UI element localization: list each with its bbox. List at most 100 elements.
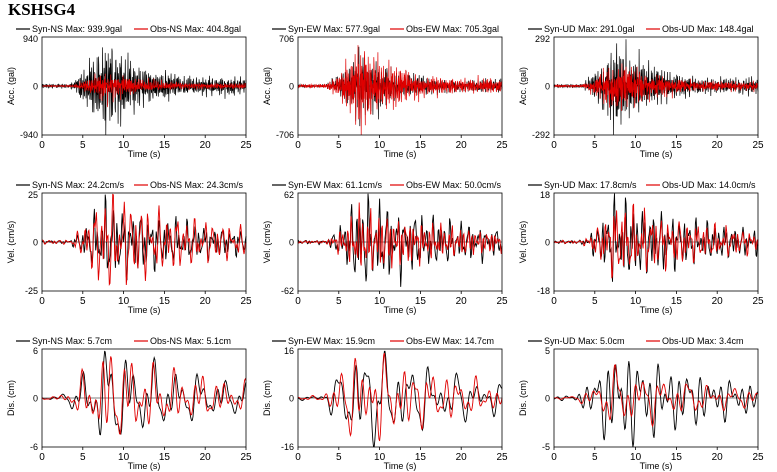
y-tick-label: 0 <box>289 82 294 92</box>
x-axis-label: Time (s) <box>384 149 417 159</box>
series-obs-ew <box>297 202 503 270</box>
plot-frame <box>553 36 759 136</box>
y-axis-label: Dis. (cm) <box>262 380 272 416</box>
x-tick-label: 20 <box>200 452 212 463</box>
y-tick-label: 0 <box>33 394 38 404</box>
plot-frame <box>297 192 503 292</box>
x-tick-label: 5 <box>80 452 86 463</box>
x-tick-label: 10 <box>118 296 130 307</box>
legend-label-syn: Syn-UD Max: 5.0cm <box>544 336 625 346</box>
plot-frame <box>553 348 759 448</box>
x-tick-label: 15 <box>159 140 171 151</box>
x-tick-label: 15 <box>415 296 427 307</box>
y-tick-label: 0 <box>33 82 38 92</box>
y-tick-label: 25 <box>28 190 38 200</box>
series-syn-ud <box>553 39 759 135</box>
y-axis-label: Vel. (cm/s) <box>6 221 16 264</box>
x-tick-label: 20 <box>712 140 724 151</box>
x-tick-label: 25 <box>240 140 252 151</box>
legend-label-syn: Syn-EW Max: 61.1cm/s <box>288 180 383 190</box>
x-tick-label: 5 <box>80 296 86 307</box>
x-tick-label: 25 <box>752 452 764 463</box>
y-tick-label: 0 <box>545 82 550 92</box>
series-syn-ud <box>553 361 759 448</box>
legend-label-obs: Obs-UD Max: 148.4gal <box>662 24 754 34</box>
x-tick-label: 15 <box>671 140 683 151</box>
x-tick-label: 25 <box>240 452 252 463</box>
y-tick-label: 940 <box>23 34 38 44</box>
y-axis-label: Vel. (cm/s) <box>518 221 528 264</box>
x-tick-label: 20 <box>456 452 468 463</box>
y-axis-label: Acc. (gal) <box>518 67 528 105</box>
y-tick-label: 18 <box>540 190 550 200</box>
y-tick-label: 0 <box>545 238 550 248</box>
y-tick-label: -18 <box>537 286 550 296</box>
series-obs-ud <box>553 363 759 428</box>
series-obs-ns <box>41 73 247 108</box>
y-tick-label: 0 <box>289 238 294 248</box>
series-obs-ew <box>297 45 503 136</box>
x-tick-label: 0 <box>39 452 45 463</box>
x-axis-label: Time (s) <box>384 305 417 315</box>
x-tick-label: 15 <box>159 296 171 307</box>
plot-frame <box>41 192 247 292</box>
x-tick-label: 0 <box>39 140 45 151</box>
legend-label-obs: Obs-EW Max: 14.7cm <box>406 336 494 346</box>
legend-label-syn: Syn-UD Max: 17.8cm/s <box>544 180 637 190</box>
x-tick-label: 10 <box>630 452 642 463</box>
y-tick-label: 706 <box>279 34 294 44</box>
y-axis-label: Dis. (cm) <box>6 380 16 416</box>
x-tick-label: 10 <box>374 140 386 151</box>
y-axis-label: Acc. (gal) <box>6 67 16 105</box>
x-tick-label: 25 <box>496 140 508 151</box>
x-tick-label: 0 <box>295 452 301 463</box>
legend-label-obs: Obs-UD Max: 14.0cm/s <box>662 180 756 190</box>
x-tick-label: 5 <box>592 452 598 463</box>
plot-frame <box>297 348 503 448</box>
x-tick-label: 20 <box>456 140 468 151</box>
y-axis-label: Vel. (cm/s) <box>262 221 272 264</box>
x-axis-label: Time (s) <box>640 461 673 471</box>
legend-label-syn: Syn-NS Max: 5.7cm <box>32 336 112 346</box>
legend-label-syn: Syn-EW Max: 15.9cm <box>288 336 375 346</box>
x-tick-label: 15 <box>671 296 683 307</box>
x-axis-label: Time (s) <box>384 461 417 471</box>
y-axis-label: Dis. (cm) <box>518 380 528 416</box>
x-tick-label: 10 <box>630 140 642 151</box>
x-tick-label: 5 <box>336 140 342 151</box>
x-tick-label: 5 <box>336 296 342 307</box>
x-tick-label: 20 <box>712 296 724 307</box>
series-obs-ns <box>41 193 247 286</box>
y-tick-label: -16 <box>281 442 294 452</box>
series-syn-ew <box>297 350 503 448</box>
x-tick-label: 10 <box>118 140 130 151</box>
x-tick-label: 20 <box>200 140 212 151</box>
y-tick-label: -25 <box>25 286 38 296</box>
plot-frame <box>553 192 759 292</box>
x-tick-label: 5 <box>80 140 86 151</box>
y-tick-label: 292 <box>535 34 550 44</box>
x-axis-label: Time (s) <box>640 305 673 315</box>
series-obs-ud <box>553 63 759 111</box>
x-tick-label: 20 <box>200 296 212 307</box>
legend-label-obs: Obs-EW Max: 705.3gal <box>406 24 499 34</box>
legend-label-obs: Obs-EW Max: 50.0cm/s <box>406 180 502 190</box>
x-tick-label: 10 <box>118 452 130 463</box>
plot-frame <box>41 36 247 136</box>
x-axis-label: Time (s) <box>128 149 161 159</box>
series-syn-ud <box>553 193 759 282</box>
x-tick-label: 10 <box>374 452 386 463</box>
y-tick-label: 0 <box>545 394 550 404</box>
x-tick-label: 0 <box>295 140 301 151</box>
x-axis-label: Time (s) <box>128 461 161 471</box>
legend-label-obs: Obs-UD Max: 3.4cm <box>662 336 744 346</box>
